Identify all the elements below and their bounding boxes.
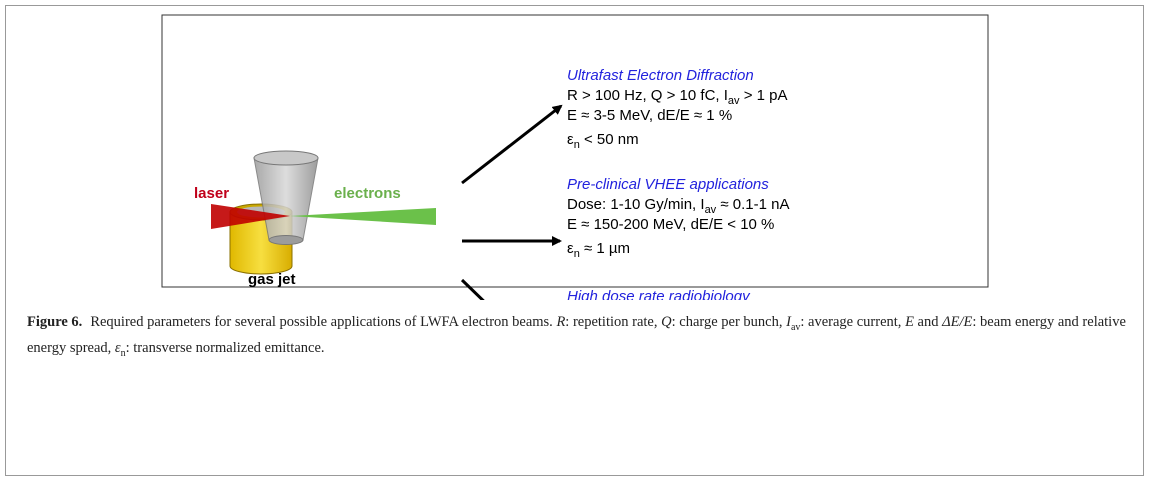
- parameter-text: ε: [567, 240, 574, 257]
- parameter-line: εn ≈ 1 µm: [567, 240, 630, 260]
- parameter-line: E ≈ 3-5 MeV, dE/E ≈ 1 %: [567, 107, 732, 124]
- application-title: High dose rate radiobiology: [567, 288, 751, 300]
- caption-text: Required parameters for several possible…: [90, 314, 557, 330]
- caption-symbol: R: [556, 314, 566, 330]
- gas-jet-icon: [211, 150, 436, 275]
- caption-symbol: ΔE/E: [942, 314, 973, 330]
- parameter-line: εn < 50 nm: [567, 131, 639, 151]
- caption-subscript: av: [790, 321, 801, 333]
- parameter-text: Dose: 1-10 Gy/min, I: [567, 196, 705, 213]
- caption-text: : beam energy and relative energy spread…: [27, 314, 1126, 356]
- laser-label: laser: [194, 185, 229, 202]
- caption-label: Figure 6.: [27, 314, 83, 330]
- parameter-text: ≈ 1 µm: [580, 240, 630, 257]
- parameter-line: R > 100 Hz, Q > 10 fC, Iav > 1 pA: [567, 87, 787, 107]
- applications: Ultrafast Electron Diffraction R > 100 Hz…: [567, 67, 789, 300]
- caption-symbol: Q: [661, 314, 672, 330]
- diagram: laser electrons gas jet Ultrafast Electr…: [161, 14, 989, 300]
- parameter-line: Dose: 1-10 Gy/min, Iav ≈ 0.1-1 nA: [567, 196, 789, 216]
- electron-beam: [290, 208, 436, 225]
- parameter-line: E ≈ 150-200 MeV, dE/E < 10 %: [567, 216, 774, 233]
- caption-symbol: E: [905, 314, 914, 330]
- application-title: Pre-clinical VHEE applications: [567, 176, 769, 193]
- subscript: n: [574, 248, 580, 260]
- caption-text: : charge per bunch,: [671, 314, 787, 330]
- caption-text: : transverse normalized emittance.: [125, 339, 325, 356]
- caption: Figure 6. Required parameters for several…: [27, 312, 1127, 364]
- arrow: [461, 104, 563, 185]
- figure-frame: [5, 5, 1144, 476]
- caption-text: : repetition rate,: [565, 314, 662, 330]
- parameter-text: < 50 nm: [580, 131, 639, 148]
- caption-text: and: [913, 314, 943, 330]
- subscript: n: [574, 139, 580, 151]
- arrow: [460, 278, 485, 300]
- parameter-text: R > 100 Hz, Q > 10 fC, I: [567, 87, 728, 104]
- parameter-text: E ≈ 3-5 MeV, dE/E ≈ 1 %: [567, 107, 732, 124]
- parameter-text: > 1 pA: [740, 87, 788, 104]
- gas-jet-label: gas jet: [248, 271, 296, 288]
- parameter-text: E ≈ 150-200 MeV, dE/E < 10 %: [567, 216, 774, 233]
- parameter-text: ≈ 0.1-1 nA: [716, 196, 789, 213]
- subscript: av: [705, 204, 717, 216]
- caption-symbol: ε: [114, 339, 121, 356]
- laser-beam: [211, 204, 290, 229]
- caption-text: : average current,: [800, 314, 906, 330]
- subscript: av: [728, 95, 740, 107]
- caption-subscript: n: [120, 347, 126, 359]
- application-title: Ultrafast Electron Diffraction: [567, 67, 754, 84]
- parameter-text: ε: [567, 131, 574, 148]
- caption-symbol: I: [786, 314, 791, 330]
- electrons-label: electrons: [334, 185, 401, 202]
